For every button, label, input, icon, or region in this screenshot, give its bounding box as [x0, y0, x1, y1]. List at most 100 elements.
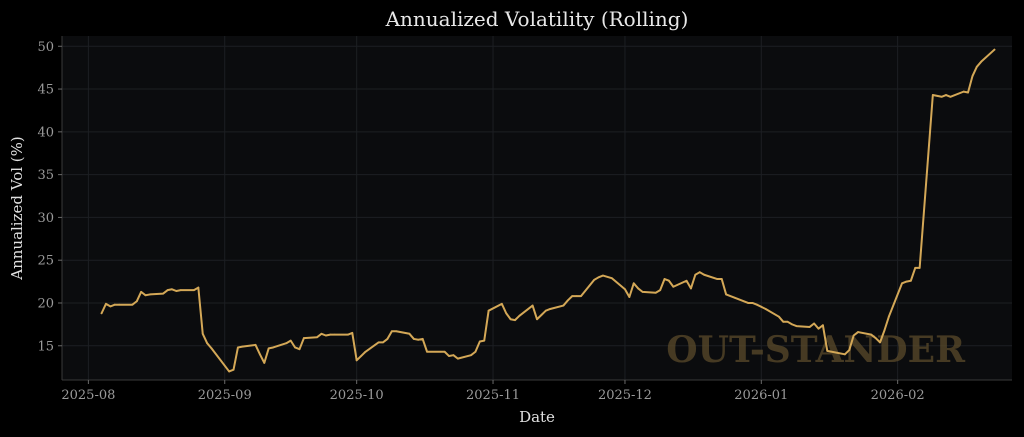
data-point: [439, 350, 442, 353]
data-point: [285, 342, 288, 345]
data-point: [267, 347, 270, 350]
x-tick-label: 2026-02: [871, 388, 925, 403]
data-point: [100, 312, 103, 315]
tick-labels: 15 20 25 30 35 40 45 50 2025-08 2025-09 2025-10 202…: [37, 40, 924, 403]
data-point: [971, 75, 974, 78]
data-point: [329, 333, 332, 336]
data-point: [421, 338, 424, 340]
data-point: [140, 290, 143, 293]
data-point: [149, 293, 151, 296]
data-point: [536, 318, 538, 321]
data-point: [659, 289, 662, 292]
data-point: [105, 302, 107, 305]
data-point: [531, 304, 534, 307]
data-point: [474, 350, 477, 353]
data-point: [377, 341, 380, 344]
data-point: [355, 359, 358, 362]
data-point: [144, 294, 147, 297]
data-points: [100, 48, 996, 373]
x-tick-label: 2025-09: [198, 388, 252, 403]
data-point: [448, 355, 450, 357]
data-point: [734, 296, 736, 299]
y-tick-label: 30: [37, 211, 54, 226]
data-point: [483, 339, 486, 342]
data-point: [782, 320, 785, 323]
data-point: [505, 312, 508, 315]
data-point: [756, 303, 758, 306]
data-point: [320, 332, 323, 335]
data-point: [624, 288, 626, 291]
data-point: [883, 329, 886, 332]
data-point: [135, 300, 138, 303]
data-point: [456, 357, 459, 360]
x-tick-label: 2025-10: [330, 388, 384, 403]
data-point: [751, 302, 754, 304]
data-point: [747, 302, 750, 304]
data-point: [993, 48, 996, 51]
data-point: [452, 354, 455, 357]
y-axis-label: Annualized Vol (%): [8, 136, 26, 281]
data-point: [206, 342, 209, 345]
data-point: [201, 332, 204, 335]
data-point: [980, 60, 983, 63]
data-point: [843, 353, 846, 356]
grid-lines: [62, 36, 1012, 380]
data-point: [813, 322, 815, 325]
data-point: [821, 324, 824, 327]
data-point: [417, 338, 420, 341]
x-tick-label: 2025-11: [466, 388, 520, 403]
data-point: [918, 267, 921, 269]
data-point: [901, 282, 903, 285]
data-point: [668, 279, 670, 282]
data-point: [254, 344, 257, 346]
data-point: [786, 320, 789, 323]
data-point: [193, 289, 195, 292]
data-point: [303, 337, 305, 339]
x-tick-label: 2025-12: [598, 388, 652, 403]
data-point: [210, 347, 213, 350]
data-point: [118, 303, 121, 306]
data-point: [175, 290, 178, 292]
data-point: [703, 273, 706, 276]
data-point: [360, 355, 362, 357]
y-tick-label: 15: [37, 339, 54, 354]
y-tick-label: 25: [37, 254, 54, 269]
data-point: [720, 278, 723, 280]
data-point: [386, 338, 389, 340]
data-point: [725, 293, 728, 296]
data-point: [346, 333, 349, 336]
data-point: [826, 350, 829, 352]
chart-title: Annualized Volatility (Rolling): [385, 7, 689, 31]
data-point: [443, 350, 446, 353]
data-point: [162, 292, 165, 295]
data-point: [593, 278, 596, 281]
data-point: [470, 354, 472, 357]
data-point: [764, 308, 767, 310]
data-point: [232, 368, 235, 371]
data-point: [298, 348, 301, 351]
y-tick-label: 50: [37, 40, 54, 55]
data-point: [632, 282, 635, 285]
data-point: [663, 278, 666, 280]
data-point: [241, 345, 244, 348]
data-point: [597, 276, 600, 279]
data-point: [478, 340, 481, 343]
data-point: [690, 287, 692, 290]
data-point: [945, 94, 947, 96]
data-point: [395, 330, 398, 333]
data-point: [566, 299, 569, 302]
data-point: [791, 323, 793, 326]
data-point: [514, 319, 516, 321]
data-point: [509, 318, 512, 321]
data-point: [975, 65, 978, 68]
data-point: [887, 315, 890, 318]
data-point: [778, 315, 780, 318]
data-point: [672, 285, 675, 288]
data-point: [364, 350, 367, 353]
data-point: [698, 271, 701, 274]
data-point: [852, 334, 855, 337]
data-point: [628, 296, 631, 298]
data-point: [914, 267, 917, 269]
data-point: [500, 302, 503, 305]
data-point: [131, 303, 134, 306]
